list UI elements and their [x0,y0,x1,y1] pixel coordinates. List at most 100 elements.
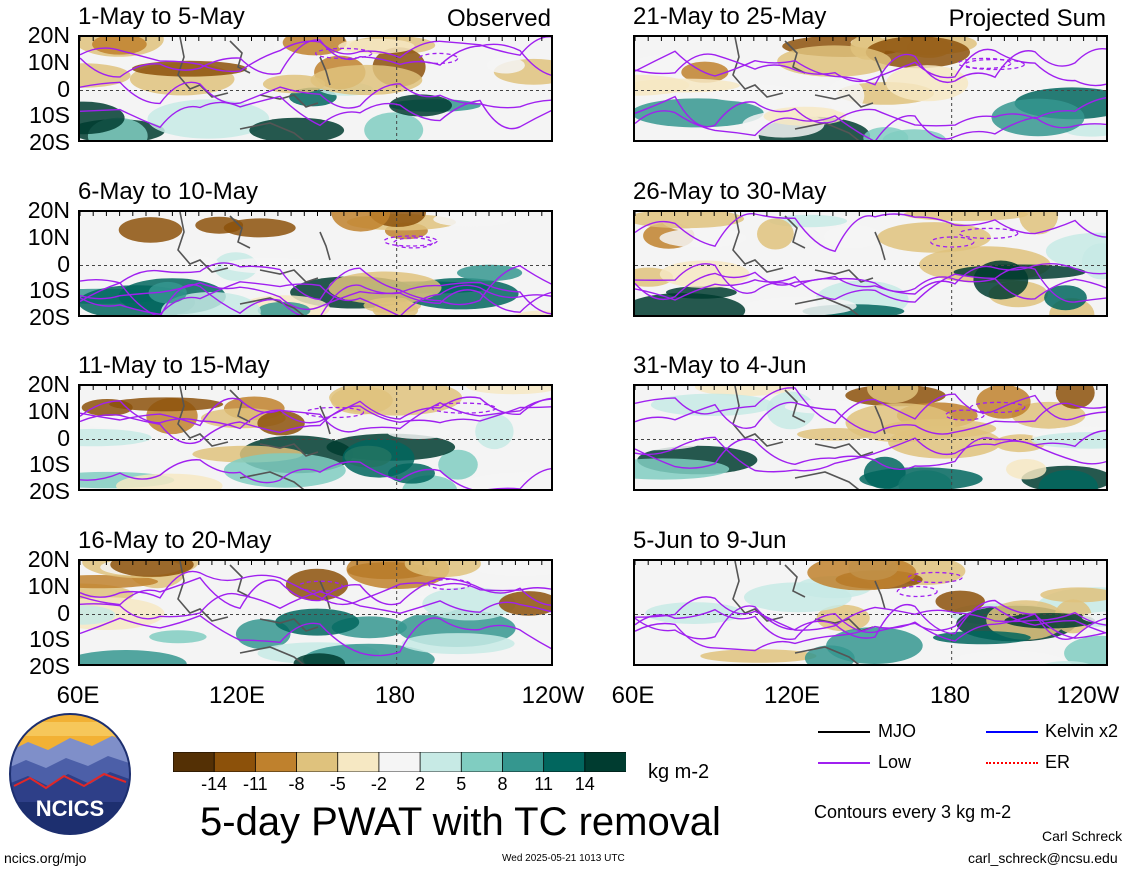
pwat-field [635,561,1106,664]
pwat-anomaly-shading [635,458,730,480]
low-contour-negative [964,58,1025,71]
lat-tick-label: 0 [57,424,70,451]
pwat-anomaly-shading [1044,661,1090,664]
colorbar-tick-label: -11 [243,774,268,794]
low-contour-negative [969,401,1026,414]
pwat-anomaly-shading [438,449,478,480]
pwat-field [635,37,1106,140]
low-contour [635,263,1106,300]
colorbar-units: kg m-2 [648,761,710,783]
low-contour-negative [958,227,1019,240]
lat-tick-label: 20S [29,478,70,504]
low-contour-negative [305,406,365,419]
low-contour [635,48,1106,86]
low-contour-negative [314,47,373,60]
low-contour [635,436,1106,473]
contour-interval-note: Contours every 3 kg m-2 [814,802,1012,822]
pwat-anomaly-shading [867,386,919,404]
pwat-anomaly-shading [466,386,551,395]
pwat-anomaly-shading [845,403,956,443]
colorbar-tick-label: 2 [415,774,426,794]
legend-kelvin-label: Kelvin x2 [1045,721,1119,741]
panel-title: 21-May to 25-May [633,3,827,30]
low-contour [635,606,1106,641]
colorbar-swatch [337,751,380,773]
pwat-anomaly-shading [80,605,116,625]
colorbar-tick-label: -8 [288,774,305,794]
pwat-anomaly-shading [404,561,481,578]
lat-tick-label: 10S [29,451,70,478]
pwat-anomaly-shading [223,453,346,488]
colorbar-tick-label: 8 [497,774,508,794]
pwat-anomaly-shading [784,399,862,414]
lat-tick-label: 20N [27,371,70,397]
pwat-anomaly-shading [80,575,158,589]
legend-er-label: ER [1045,752,1071,772]
colorbar-swatch [419,751,463,773]
lat-tick-label: 20N [27,197,70,223]
low-contour [80,396,551,427]
pwat-field [80,386,551,489]
pwat-anomaly-shading [1082,243,1106,280]
lat-tick-label: 10S [29,277,70,304]
lat-tick-label: 0 [57,599,70,626]
legend-kelvin-line [986,731,1038,733]
pwat-map-panel [78,210,553,317]
pwat-anomaly-shading [222,257,322,274]
pwat-anomaly-shading [389,94,452,117]
pwat-anomaly-shading [935,590,985,613]
pwat-anomaly-shading [116,473,223,489]
pwat-anomaly-shading [1006,459,1047,480]
footer-timestamp: Wed 2025-05-21 1013 UTC [502,853,625,864]
colorbar-swatch [296,751,339,773]
low-contour [80,95,551,130]
low-contour [80,81,551,109]
pwat-anomaly-shading [650,393,774,416]
lat-tick-label: 20S [29,129,70,155]
low-contour [635,596,1106,631]
low-contour [80,281,551,315]
pwat-anomaly-shading [262,74,326,94]
lat-tick-label: 10N [27,572,70,599]
pwat-anomaly-shading [148,281,187,304]
low-contour-negative [907,571,963,584]
pwat-anomaly-shading [694,386,795,397]
pwat-map-panel [633,210,1108,317]
pwat-anomaly-shading [118,217,183,243]
lon-tick-label: 120W [1056,682,1120,709]
pwat-anomaly-shading [433,212,512,227]
panel-title: 11-May to 15-May [78,352,270,379]
pwat-anomaly-shading [804,645,855,664]
pwat-anomaly-shading [338,38,415,54]
low-contour-negative [418,52,459,65]
pwat-anomaly-shading [387,426,450,439]
colorbar [172,751,627,773]
pwat-anomaly-shading [1064,635,1106,664]
lat-tick-label: 20S [29,653,70,679]
low-contour [80,459,551,489]
coastline [177,386,331,489]
pwat-anomaly-shading [816,604,870,632]
coastline [732,212,886,315]
lon-tick-label: 120E [763,682,821,709]
pwat-map-panel [633,35,1108,142]
lat-tick-label: 10N [27,223,70,250]
low-contour [80,281,551,315]
colorbar-swatch [213,751,257,773]
pwat-field [80,561,551,664]
pwat-anomaly-shading [886,65,969,102]
lat-tick-label: 20N [27,546,70,572]
pwat-anomaly-shading [331,212,391,232]
lat-tick-label: 20S [29,304,70,330]
lat-tick-label: 10S [29,102,70,129]
colorbar-tick-label: -5 [329,774,346,794]
lon-tick-label: 180 [374,682,416,709]
low-contour-negative [427,578,472,591]
pwat-map-panel [78,384,553,491]
pwat-anomaly-shading [933,631,1031,645]
panel-title: 6-May to 10-May [78,178,259,205]
pwat-anomaly-shading [700,649,817,663]
low-contour [635,263,1106,300]
legend-low-label: Low [878,752,912,772]
pwat-anomaly-shading [659,260,750,288]
